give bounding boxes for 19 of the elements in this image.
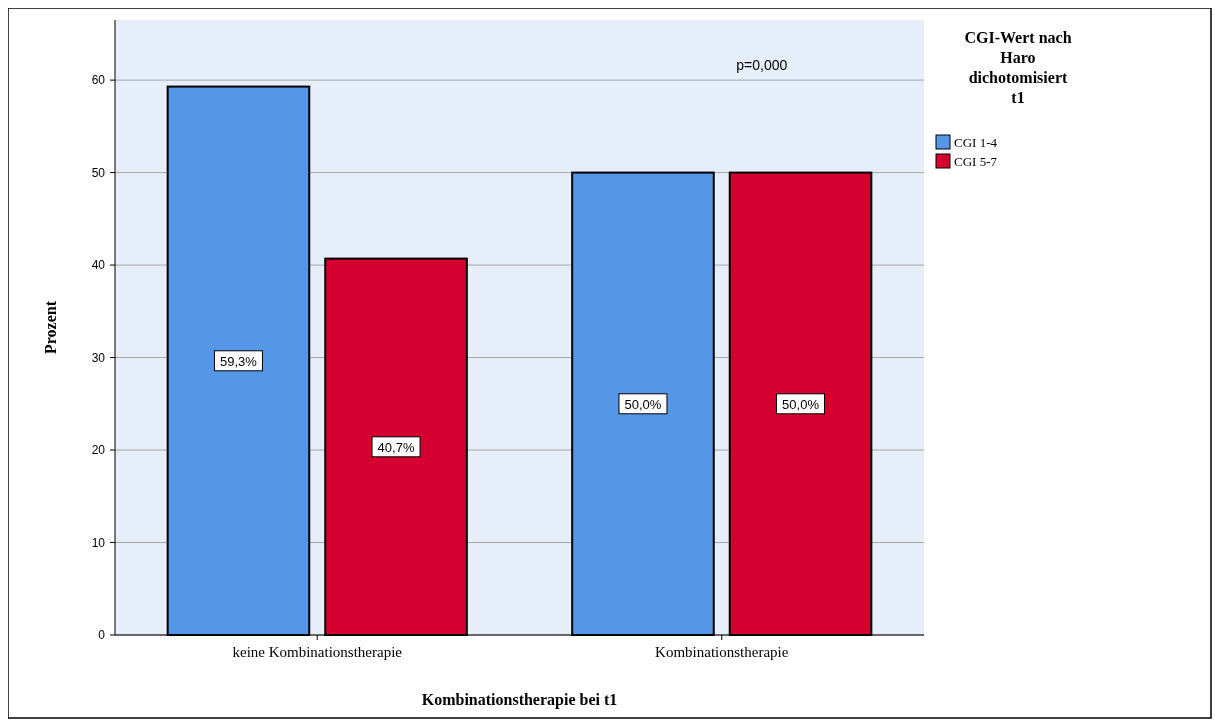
legend-label: CGI 5-7 bbox=[954, 154, 998, 169]
x-axis-title: Kombinationstherapie bei t1 bbox=[421, 691, 618, 709]
x-tick-label: keine Kombinationstherapie bbox=[232, 644, 403, 660]
annotation: p=0,000 bbox=[736, 57, 788, 74]
y-axis-title: Prozent bbox=[42, 300, 59, 355]
x-tick-label: Kombinationstherapie bbox=[655, 644, 789, 660]
data-label: 40,7% bbox=[377, 439, 415, 455]
legend-title: CGI-Wert nach Haro dichotomisiert t1 bbox=[964, 29, 1072, 106]
data-label: 50,0% bbox=[624, 396, 662, 412]
y-tick-label: 30 bbox=[91, 350, 106, 365]
y-tick-label: 40 bbox=[91, 258, 106, 273]
y-tick-label: 60 bbox=[91, 73, 106, 88]
y-tick-label: 0 bbox=[98, 628, 106, 642]
y-tick-label: 20 bbox=[91, 443, 106, 458]
data-label: 59,3% bbox=[220, 353, 258, 369]
y-tick-label: 10 bbox=[91, 535, 106, 550]
data-label: 50,0% bbox=[782, 396, 820, 412]
legend-label: CGI 1-4 bbox=[954, 135, 998, 150]
y-tick-label: 50 bbox=[91, 165, 106, 180]
